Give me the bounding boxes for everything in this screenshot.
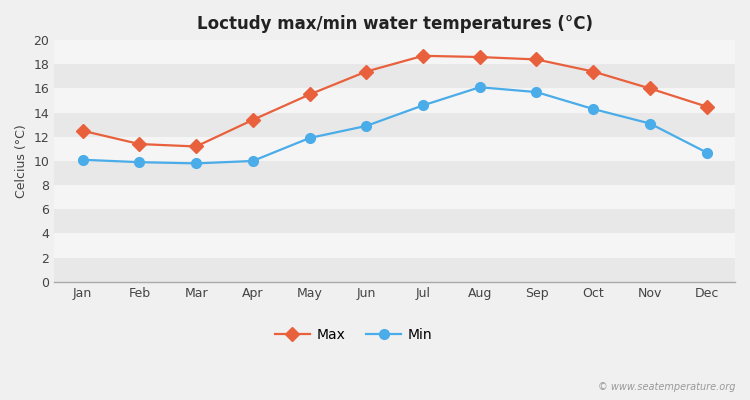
Bar <box>54 137 735 161</box>
Max <box>589 69 598 74</box>
Y-axis label: Celcius (°C): Celcius (°C) <box>15 124 28 198</box>
Max <box>646 86 655 91</box>
Bar <box>54 234 735 258</box>
Bar <box>54 88 735 113</box>
Bar <box>54 113 735 137</box>
Min <box>646 121 655 126</box>
Min <box>532 90 541 94</box>
Bar <box>54 40 735 64</box>
Min <box>362 124 370 128</box>
Bar <box>54 209 735 234</box>
Min <box>135 160 144 164</box>
Title: Loctudy max/min water temperatures (°C): Loctudy max/min water temperatures (°C) <box>196 15 592 33</box>
Min <box>191 161 200 166</box>
Max <box>191 144 200 149</box>
Max <box>248 118 257 122</box>
Bar <box>54 161 735 185</box>
Min <box>248 158 257 163</box>
Bar <box>54 185 735 209</box>
Min <box>305 136 314 140</box>
Min <box>702 150 711 155</box>
Legend: Max, Min: Max, Min <box>269 323 438 348</box>
Max <box>476 55 484 60</box>
Min <box>589 106 598 111</box>
Line: Min: Min <box>78 82 712 168</box>
Min <box>78 157 87 162</box>
Max <box>419 54 428 58</box>
Max <box>362 69 370 74</box>
Max <box>305 92 314 97</box>
Min <box>476 85 484 90</box>
Bar <box>54 258 735 282</box>
Max <box>532 57 541 62</box>
Max <box>78 128 87 133</box>
Max <box>702 104 711 109</box>
Bar <box>54 64 735 88</box>
Min <box>419 103 428 108</box>
Line: Max: Max <box>78 51 712 151</box>
Max <box>135 142 144 146</box>
Text: © www.seatemperature.org: © www.seatemperature.org <box>598 382 735 392</box>
